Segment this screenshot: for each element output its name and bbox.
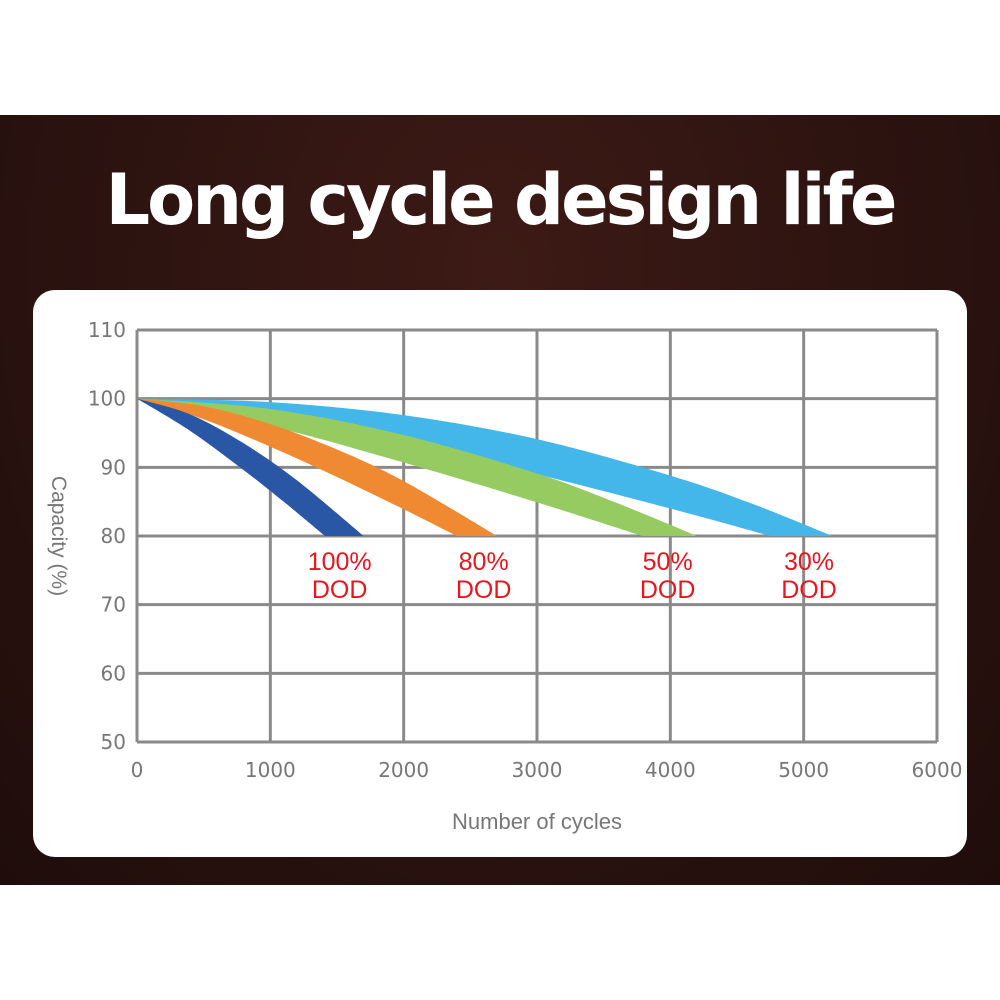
band-50pct-dod (137, 398, 697, 536)
x-tick-label: 5000 (778, 758, 829, 782)
y-tick-label: 70 (101, 593, 126, 617)
series-label-dod: DOD (640, 576, 696, 604)
x-tick-label: 0 (131, 758, 144, 782)
series-label-percent: 80% (459, 548, 509, 576)
series-label-percent: 50% (643, 548, 693, 576)
band-100pct-dod (137, 398, 364, 536)
series-label-dod: DOD (456, 576, 512, 604)
series-label-percent: 30% (784, 548, 834, 576)
y-axis-label: Capacity (%) (47, 476, 70, 596)
x-tick-label: 6000 (912, 758, 963, 782)
band-30pct-dod (137, 398, 833, 536)
x-axis-label: Number of cycles (452, 809, 622, 834)
x-tick-label: 3000 (512, 758, 563, 782)
y-tick-label: 80 (101, 524, 126, 548)
x-tick-label: 1000 (245, 758, 296, 782)
series-label-dod: DOD (781, 576, 837, 604)
series-label-dod: DOD (312, 576, 368, 604)
page-title: Long cycle design life (105, 159, 898, 241)
y-tick-label: 60 (101, 661, 126, 685)
series-label-percent: 100% (308, 548, 372, 576)
y-tick-label: 100 (88, 387, 126, 411)
y-tick-label: 110 (88, 318, 126, 342)
x-tick-label: 4000 (645, 758, 696, 782)
chart-card (33, 290, 967, 857)
y-tick-label: 90 (101, 455, 126, 479)
x-tick-label: 2000 (378, 758, 429, 782)
band-80pct-dod (137, 398, 497, 536)
y-tick-label: 50 (101, 730, 126, 754)
